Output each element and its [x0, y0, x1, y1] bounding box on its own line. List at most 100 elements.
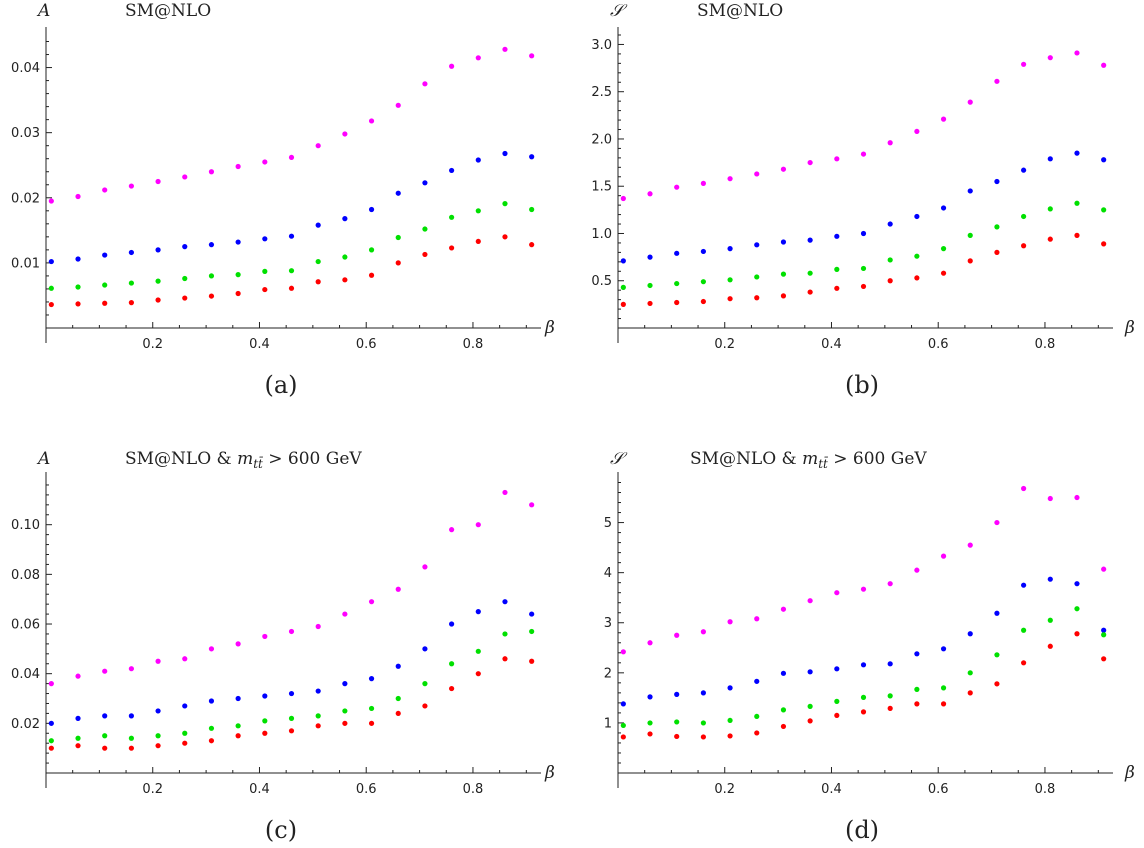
- data-point: [754, 274, 760, 280]
- y-tick-label: 0.02: [11, 191, 40, 206]
- data-point: [914, 128, 920, 135]
- data-point: [208, 273, 215, 279]
- data-point: [967, 690, 973, 696]
- data-point: [422, 646, 428, 652]
- title-tail: > 600 GeV: [263, 449, 363, 469]
- data-point: [1021, 243, 1027, 249]
- data-point: [834, 698, 840, 704]
- data-point: [834, 712, 840, 719]
- data-point: [235, 723, 241, 729]
- panel-title: SM@NLO: [125, 1, 211, 21]
- y-tick-label: 4: [604, 566, 612, 581]
- data-point: [368, 206, 375, 213]
- data-point: [449, 621, 455, 627]
- data-point: [700, 248, 706, 255]
- data-point: [48, 720, 54, 726]
- data-point: [647, 282, 653, 289]
- data-point: [102, 745, 108, 751]
- data-point: [182, 703, 188, 709]
- data-point: [620, 701, 626, 707]
- data-point: [262, 730, 268, 736]
- data-point: [475, 157, 481, 163]
- data-point: [128, 666, 134, 672]
- x-tick-label: 0.4: [821, 337, 842, 352]
- x-tick-label: 0.2: [142, 337, 163, 352]
- data-point: [75, 735, 81, 741]
- data-point: [395, 663, 401, 669]
- data-point: [502, 599, 508, 605]
- data-point: [128, 280, 134, 286]
- y-tick-label: 0.01: [11, 256, 40, 271]
- data-point: [860, 709, 867, 715]
- data-point: [422, 180, 428, 186]
- data-point: [315, 623, 321, 630]
- panel-b: 0.2 0.4 0.6 0.8 0.5 1.0 1.5 2.0 2.5 3.0 𝒮β SM@NLO (b…: [591, 1, 1135, 399]
- data-point: [262, 693, 268, 699]
- data-point: [674, 184, 680, 190]
- data-point: [887, 221, 893, 227]
- data-point: [887, 278, 893, 284]
- data-point: [887, 705, 893, 711]
- y-tick-label: 3: [604, 616, 612, 631]
- data-point: [102, 187, 108, 193]
- data-point: [994, 78, 1000, 84]
- data-point: [1074, 232, 1080, 238]
- data-point: [1101, 566, 1107, 572]
- data-point: [647, 191, 653, 197]
- data-point: [620, 649, 626, 655]
- data-point: [235, 239, 241, 245]
- data-point: [182, 244, 188, 250]
- data-point: [700, 734, 706, 740]
- data-point: [475, 522, 481, 528]
- data-point: [208, 242, 215, 248]
- x-tick-label: 0.2: [714, 782, 735, 797]
- data-point: [102, 733, 108, 739]
- data-point: [155, 733, 161, 739]
- panel-caption: (d): [845, 816, 879, 844]
- x-tick-label: 0.8: [463, 782, 484, 797]
- data-point: [235, 733, 241, 739]
- data-point: [780, 166, 787, 172]
- data-point: [914, 213, 920, 220]
- data-point: [288, 268, 295, 274]
- data-point: [75, 301, 81, 307]
- data-point: [449, 685, 455, 692]
- x-axis-label: β: [1124, 763, 1135, 783]
- y-tick-label: 0.10: [11, 518, 40, 533]
- data-point: [1074, 606, 1080, 612]
- data-point: [48, 681, 54, 687]
- data-point: [75, 193, 81, 200]
- data-point: [647, 731, 653, 737]
- panel-caption: (b): [845, 371, 879, 399]
- data-point: [48, 258, 54, 265]
- data-point: [860, 230, 867, 237]
- data-point: [315, 258, 321, 265]
- data-point: [967, 670, 973, 676]
- data-point: [754, 171, 760, 177]
- data-point: [700, 629, 706, 635]
- data-point: [102, 252, 108, 258]
- data-point: [620, 301, 626, 307]
- data-point: [102, 668, 108, 674]
- y-tick-label: 0.04: [11, 667, 40, 682]
- data-point: [235, 641, 241, 647]
- data-point: [754, 730, 760, 736]
- data-point: [994, 610, 1000, 616]
- data-point: [48, 738, 54, 744]
- data-point: [914, 701, 920, 707]
- data-point: [395, 102, 401, 108]
- data-point: [754, 616, 760, 622]
- data-point: [315, 222, 321, 228]
- data-point: [940, 701, 947, 707]
- panel-title: SM@NLO & mtt̄ > 600 GeV: [125, 449, 362, 471]
- data-point: [807, 270, 813, 276]
- data-point: [1021, 582, 1027, 588]
- data-point: [940, 246, 947, 252]
- data-point: [620, 734, 626, 740]
- data-point: [288, 285, 295, 291]
- data-point: [967, 232, 973, 238]
- x-tick-label: 0.6: [356, 782, 377, 797]
- data-point: [368, 272, 375, 278]
- data-point: [647, 720, 653, 726]
- data-point: [860, 694, 867, 700]
